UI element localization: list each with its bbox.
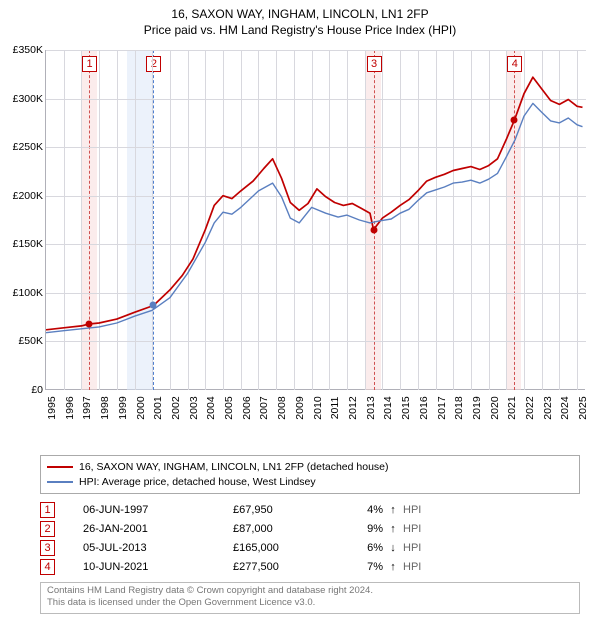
y-tick-label: £350K <box>3 44 43 56</box>
sales-date: 26-JAN-2001 <box>83 523 233 535</box>
sales-table: 106-JUN-1997£67,9504%↑HPI226-JAN-2001£87… <box>40 500 580 576</box>
sales-hpi-label: HPI <box>403 561 443 573</box>
footer-box: Contains HM Land Registry data © Crown c… <box>40 582 580 614</box>
sales-row: 3 05-JUL-2013£165,0006%↓HPI <box>40 538 580 557</box>
sale-point-dot <box>150 302 157 309</box>
legend-swatch-2 <box>47 481 73 483</box>
sale-point-dot <box>86 320 93 327</box>
legend-label-2: HPI: Average price, detached house, West… <box>79 475 316 490</box>
sales-arrow-icon: ↑ <box>383 523 403 535</box>
sales-diff: 4% <box>343 504 383 516</box>
title-line-2: Price paid vs. HM Land Registry's House … <box>0 22 600 38</box>
sales-date: 05-JUL-2013 <box>83 542 233 554</box>
sales-row: 2 26-JAN-2001£87,0009%↑HPI <box>40 519 580 538</box>
legend-swatch-1 <box>47 466 73 468</box>
sales-diff: 9% <box>343 523 383 535</box>
y-tick-label: £300K <box>3 93 43 105</box>
legend-row-2: HPI: Average price, detached house, West… <box>47 475 573 490</box>
y-tick-label: £150K <box>3 238 43 250</box>
sales-date: 06-JUN-1997 <box>83 504 233 516</box>
sales-diff: 7% <box>343 561 383 573</box>
chart-marker-1: 1 <box>82 56 97 72</box>
legend-box: 16, SAXON WAY, INGHAM, LINCOLN, LN1 2FP … <box>40 455 580 494</box>
chart-marker-2: 2 <box>146 56 161 72</box>
sales-marker: 2 <box>40 521 55 537</box>
sales-price: £277,500 <box>233 561 343 573</box>
sales-diff: 6% <box>343 542 383 554</box>
sales-row: 1 06-JUN-1997£67,9504%↑HPI <box>40 500 580 519</box>
sales-marker: 3 <box>40 540 55 556</box>
sales-date: 10-JUN-2021 <box>83 561 233 573</box>
sales-price: £165,000 <box>233 542 343 554</box>
title-block: 16, SAXON WAY, INGHAM, LINCOLN, LN1 2FP … <box>0 0 600 38</box>
sales-row: 4 10-JUN-2021£277,5007%↑HPI <box>40 557 580 576</box>
sales-price: £87,000 <box>233 523 343 535</box>
y-tick-label: £200K <box>3 190 43 202</box>
chart-container: 16, SAXON WAY, INGHAM, LINCOLN, LN1 2FP … <box>0 0 600 620</box>
sale-point-dot <box>370 226 377 233</box>
y-tick-label: £100K <box>3 287 43 299</box>
legend-row-1: 16, SAXON WAY, INGHAM, LINCOLN, LN1 2FP … <box>47 460 573 475</box>
y-tick-label: £50K <box>3 335 43 347</box>
sales-arrow-icon: ↑ <box>383 561 403 573</box>
y-tick-label: £0 <box>3 384 43 396</box>
title-line-1: 16, SAXON WAY, INGHAM, LINCOLN, LN1 2FP <box>0 6 600 22</box>
y-tick-label: £250K <box>3 141 43 153</box>
plot-area: 1234£0£50K£100K£150K£200K£250K£300K£350K… <box>45 50 585 390</box>
sales-hpi-label: HPI <box>403 523 443 535</box>
chart-area: 1234£0£50K£100K£150K£200K£250K£300K£350K… <box>45 50 585 420</box>
sales-hpi-label: HPI <box>403 542 443 554</box>
sales-arrow-icon: ↓ <box>383 542 403 554</box>
sales-arrow-icon: ↑ <box>383 504 403 516</box>
sales-marker: 1 <box>40 502 55 518</box>
footer-line-2: This data is licensed under the Open Gov… <box>47 597 573 609</box>
sale-point-dot <box>511 117 518 124</box>
sales-hpi-label: HPI <box>403 504 443 516</box>
footer-line-1: Contains HM Land Registry data © Crown c… <box>47 585 573 597</box>
sales-marker: 4 <box>40 559 55 575</box>
sales-price: £67,950 <box>233 504 343 516</box>
chart-marker-3: 3 <box>367 56 382 72</box>
chart-marker-4: 4 <box>507 56 522 72</box>
legend-label-1: 16, SAXON WAY, INGHAM, LINCOLN, LN1 2FP … <box>79 460 389 475</box>
